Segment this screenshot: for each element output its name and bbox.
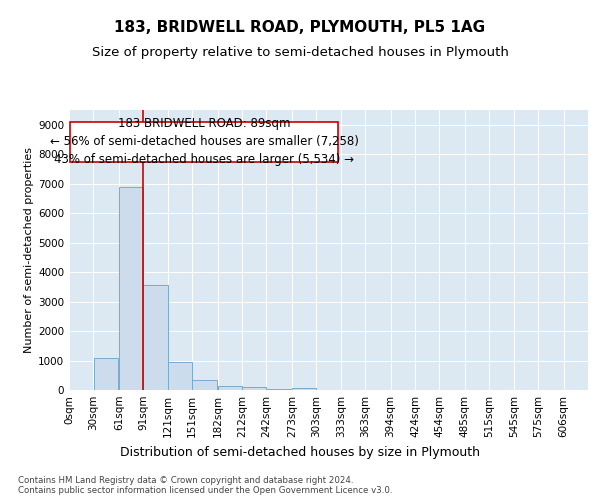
FancyBboxPatch shape bbox=[70, 122, 338, 162]
Text: Distribution of semi-detached houses by size in Plymouth: Distribution of semi-detached houses by … bbox=[120, 446, 480, 459]
Text: Size of property relative to semi-detached houses in Plymouth: Size of property relative to semi-detach… bbox=[92, 46, 508, 59]
Bar bbox=[292, 388, 316, 390]
Bar bbox=[242, 387, 266, 390]
Bar bbox=[193, 380, 217, 390]
Y-axis label: Number of semi-detached properties: Number of semi-detached properties bbox=[24, 147, 34, 353]
Bar bbox=[168, 362, 192, 390]
Text: 183 BRIDWELL ROAD: 89sqm
← 56% of semi-detached houses are smaller (7,258)
43% o: 183 BRIDWELL ROAD: 89sqm ← 56% of semi-d… bbox=[50, 117, 358, 166]
Bar bbox=[218, 386, 242, 390]
Bar bbox=[94, 358, 118, 390]
Bar bbox=[266, 388, 291, 390]
Bar bbox=[119, 186, 143, 390]
Text: 183, BRIDWELL ROAD, PLYMOUTH, PL5 1AG: 183, BRIDWELL ROAD, PLYMOUTH, PL5 1AG bbox=[115, 20, 485, 35]
Bar bbox=[143, 286, 167, 390]
Text: Contains HM Land Registry data © Crown copyright and database right 2024.
Contai: Contains HM Land Registry data © Crown c… bbox=[18, 476, 392, 495]
